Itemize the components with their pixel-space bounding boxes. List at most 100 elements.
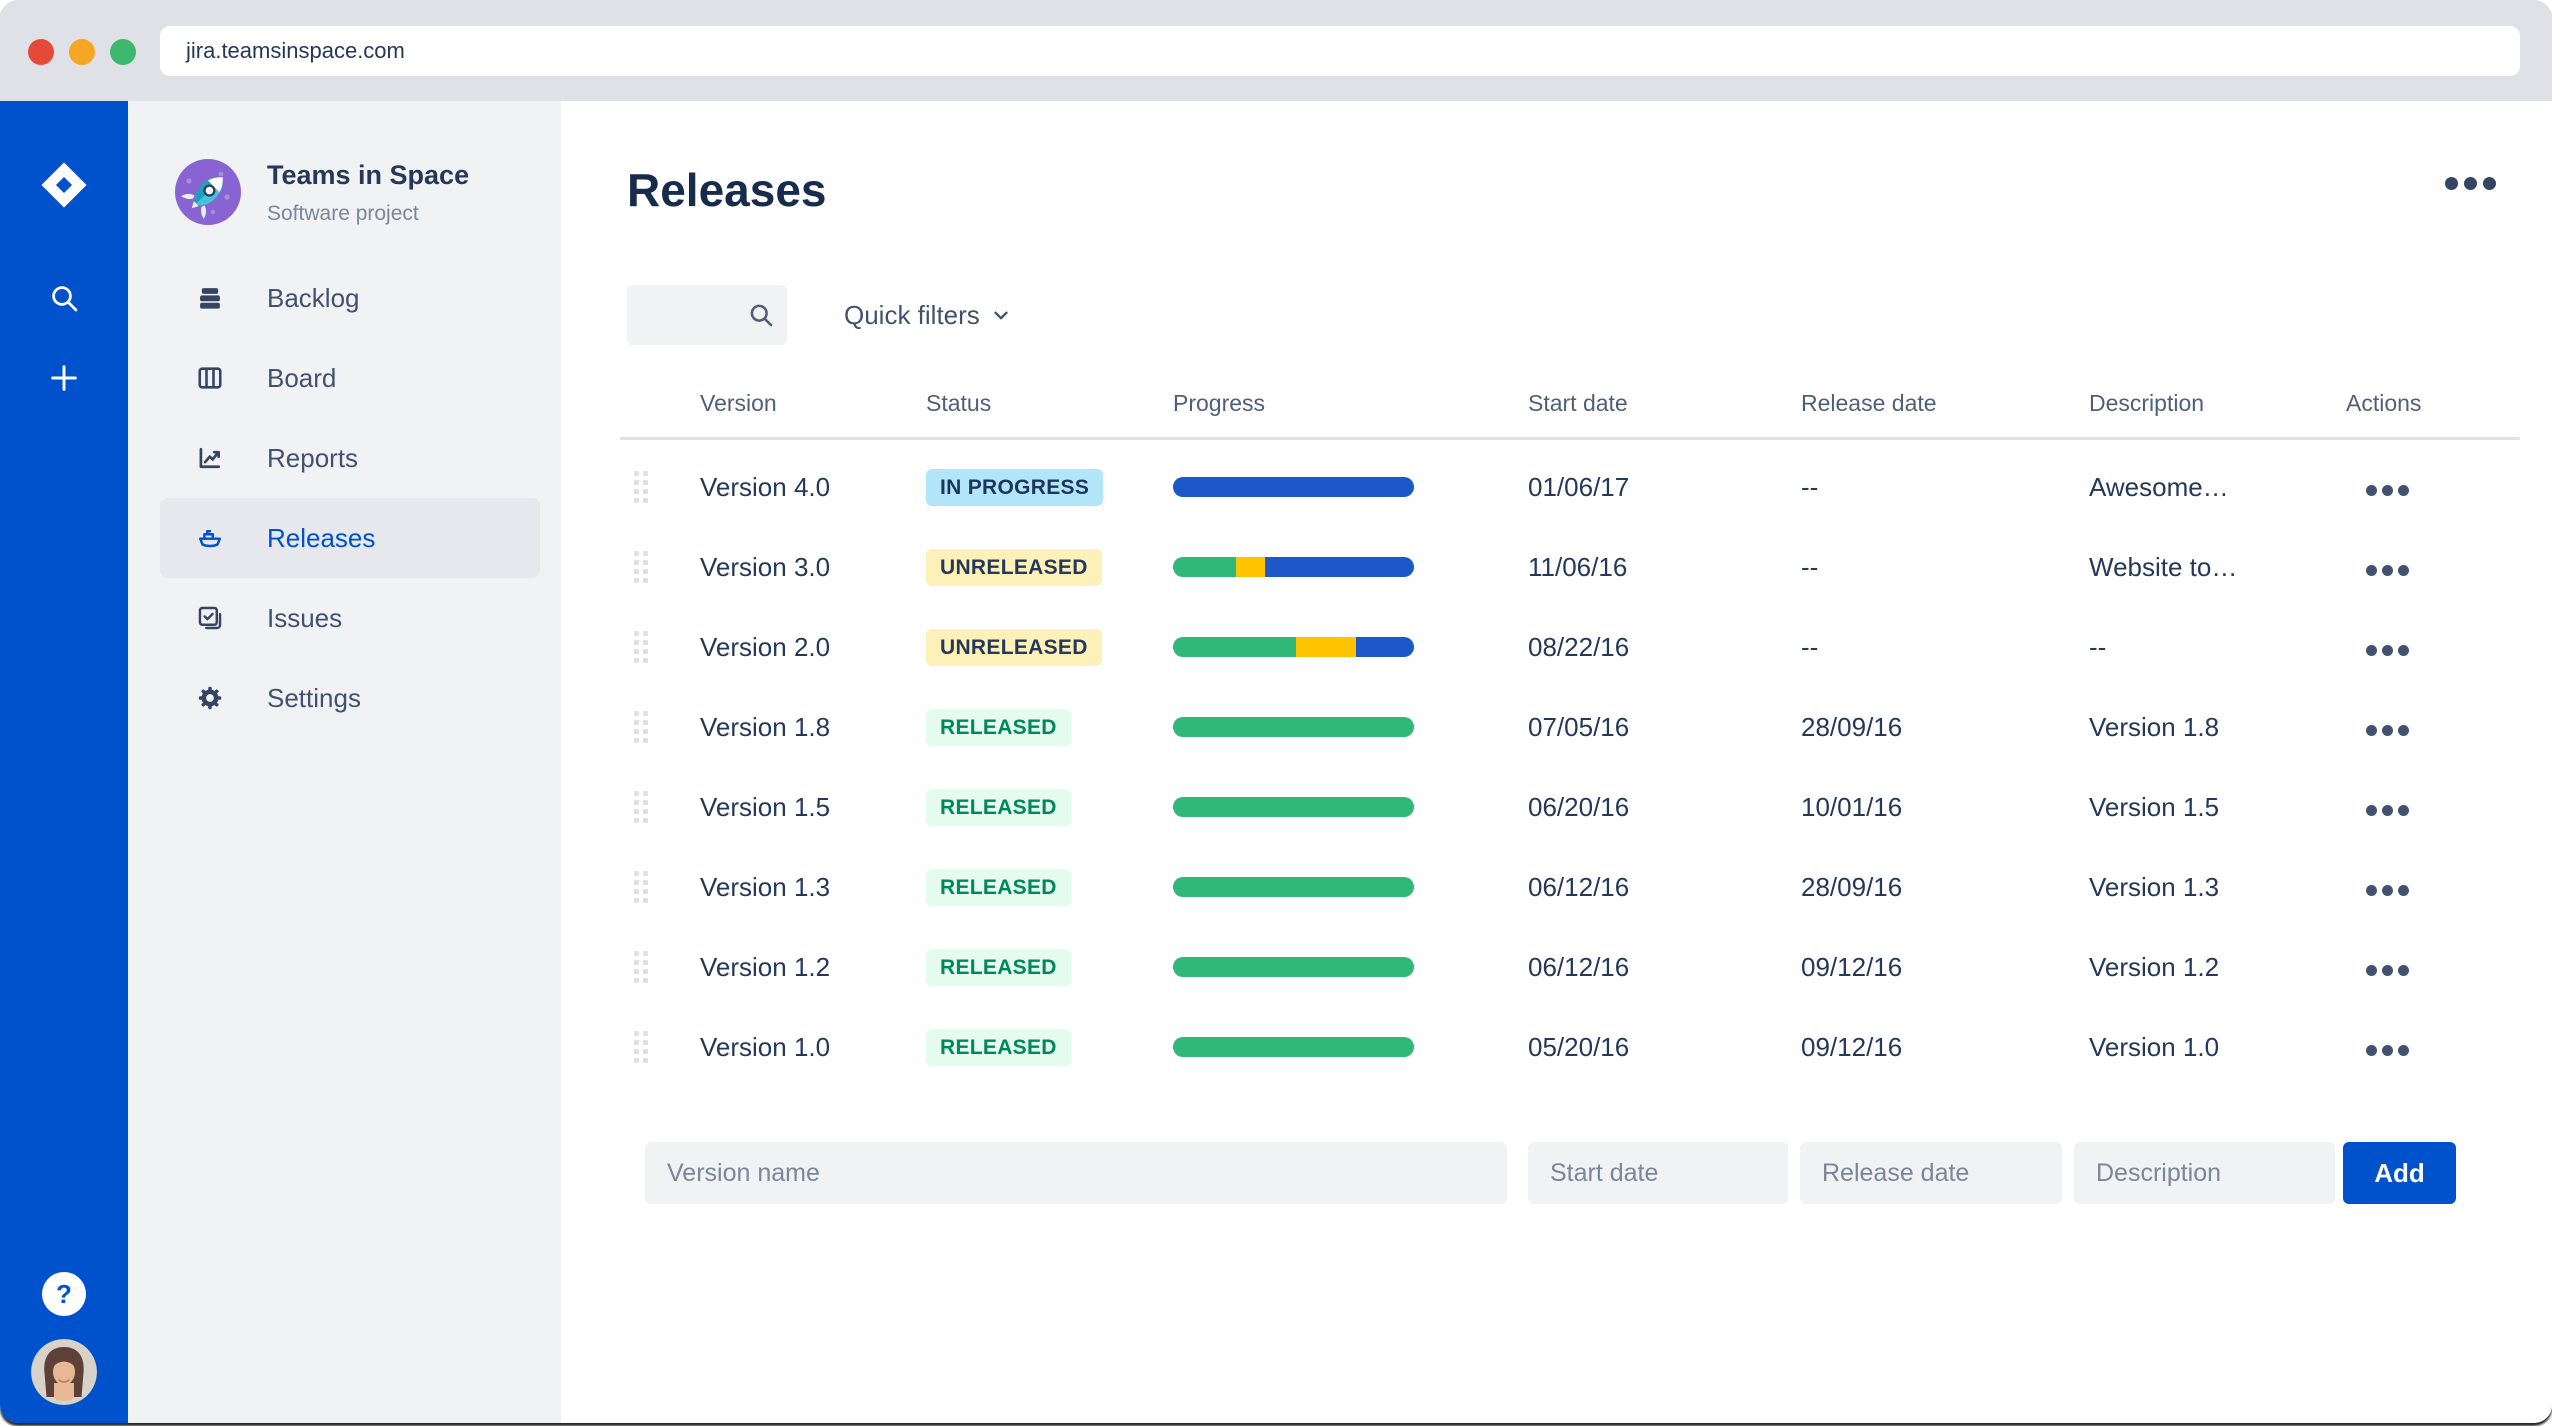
sidebar-item-label: Board bbox=[267, 362, 337, 393]
search-icon bbox=[747, 301, 775, 329]
drag-handle-icon[interactable] bbox=[634, 551, 648, 583]
progress-segment-yellow bbox=[1235, 557, 1265, 577]
version-name-input[interactable] bbox=[645, 1142, 1507, 1204]
row-actions-button[interactable] bbox=[2346, 564, 2409, 576]
release-date-cell: -- bbox=[1801, 551, 1819, 582]
minimize-button[interactable] bbox=[69, 39, 95, 65]
drag-handle-icon[interactable] bbox=[634, 951, 648, 983]
status-badge: UNRELEASED bbox=[926, 628, 1102, 666]
description-cell: Website to… bbox=[2089, 551, 2238, 582]
sidebar-item-label: Releases bbox=[267, 522, 376, 553]
column-header-description: Description bbox=[2089, 389, 2205, 416]
backlog-icon bbox=[196, 284, 224, 312]
progress-segment-green bbox=[1173, 717, 1414, 737]
chevron-down-icon bbox=[994, 311, 1008, 320]
table-row: Version 1.8 RELEASED 07/05/16 28/09/16 V… bbox=[634, 687, 2552, 767]
drag-handle-icon[interactable] bbox=[634, 791, 648, 823]
column-header-start-date: Start date bbox=[1528, 389, 1628, 416]
reports-icon bbox=[196, 444, 224, 472]
start-date-cell: 05/20/16 bbox=[1528, 1031, 1630, 1062]
progress-bar[interactable] bbox=[1173, 1037, 1414, 1057]
progress-bar[interactable] bbox=[1173, 717, 1414, 737]
drag-handle-icon[interactable] bbox=[634, 631, 648, 663]
version-link[interactable]: Version 2.0 bbox=[700, 631, 831, 662]
status-badge: RELEASED bbox=[926, 948, 1071, 986]
start-date-input[interactable] bbox=[1528, 1142, 1788, 1204]
description-cell: Version 1.0 bbox=[2089, 1031, 2220, 1062]
status-badge: IN PROGRESS bbox=[926, 468, 1104, 506]
progress-bar[interactable] bbox=[1173, 557, 1414, 577]
progress-segment-green bbox=[1173, 797, 1414, 817]
user-avatar[interactable] bbox=[31, 1339, 97, 1405]
row-actions-button[interactable] bbox=[2346, 724, 2409, 736]
drag-handle-icon[interactable] bbox=[634, 871, 648, 903]
quick-filters-dropdown[interactable]: Quick filters bbox=[844, 285, 1012, 345]
description-cell: Version 1.3 bbox=[2089, 871, 2220, 902]
version-link[interactable]: Version 1.0 bbox=[700, 1031, 831, 1062]
status-badge: RELEASED bbox=[926, 1028, 1071, 1066]
progress-bar[interactable] bbox=[1173, 877, 1414, 897]
release-search-input[interactable] bbox=[627, 285, 757, 347]
release-date-cell: -- bbox=[1801, 471, 1819, 502]
description-cell: -- bbox=[2089, 631, 2107, 662]
table-header-row: Version Status Progress Start date Release d… bbox=[634, 387, 2552, 419]
search-icon[interactable] bbox=[48, 282, 80, 314]
drag-handle-icon[interactable] bbox=[634, 711, 648, 743]
row-actions-button[interactable] bbox=[2346, 964, 2409, 976]
release-date-cell: 10/01/16 bbox=[1801, 791, 1903, 822]
sidebar-nav: Backlog Board Reports Releases Issues Setting… bbox=[160, 258, 540, 738]
close-button[interactable] bbox=[28, 39, 54, 65]
ship-icon bbox=[196, 524, 224, 552]
page-more-button[interactable] bbox=[2445, 177, 2496, 190]
row-actions-button[interactable] bbox=[2346, 484, 2409, 496]
version-link[interactable]: Version 1.3 bbox=[700, 871, 831, 902]
version-link[interactable]: Version 4.0 bbox=[700, 471, 831, 502]
drag-handle-icon[interactable] bbox=[634, 1031, 648, 1063]
sidebar-item-label: Backlog bbox=[267, 282, 360, 313]
progress-bar[interactable] bbox=[1173, 957, 1414, 977]
start-date-cell: 11/06/16 bbox=[1528, 551, 1628, 582]
add-button[interactable]: Add bbox=[2343, 1142, 2456, 1204]
sidebar-item-board[interactable]: Board bbox=[160, 338, 540, 418]
progress-segment-green bbox=[1173, 1037, 1414, 1057]
description-input[interactable] bbox=[2074, 1142, 2335, 1204]
version-link[interactable]: Version 1.2 bbox=[700, 951, 831, 982]
start-date-cell: 08/22/16 bbox=[1528, 631, 1630, 662]
jira-logo[interactable] bbox=[38, 159, 90, 211]
sidebar-item-issues[interactable]: Issues bbox=[160, 578, 540, 658]
browser-chrome: jira.teamsinspace.com bbox=[0, 0, 2552, 101]
add-icon[interactable] bbox=[48, 362, 80, 394]
sidebar-item-backlog[interactable]: Backlog bbox=[160, 258, 540, 338]
project-avatar[interactable] bbox=[175, 159, 241, 225]
progress-bar[interactable] bbox=[1173, 477, 1414, 497]
drag-handle-icon[interactable] bbox=[634, 471, 648, 503]
column-header-actions: Actions bbox=[2346, 389, 2422, 416]
row-actions-button[interactable] bbox=[2346, 644, 2409, 656]
version-link[interactable]: Version 1.8 bbox=[700, 711, 831, 742]
sidebar-item-settings[interactable]: Settings bbox=[160, 658, 540, 738]
project-name: Teams in Space bbox=[267, 160, 470, 190]
sidebar-item-releases[interactable]: Releases bbox=[160, 498, 540, 578]
help-button[interactable]: ? bbox=[42, 1272, 86, 1316]
board-icon bbox=[196, 364, 224, 392]
row-actions-button[interactable] bbox=[2346, 1044, 2409, 1056]
progress-bar[interactable] bbox=[1173, 797, 1414, 817]
description-cell: Version 1.2 bbox=[2089, 951, 2220, 982]
start-date-cell: 07/05/16 bbox=[1528, 711, 1630, 742]
release-date-cell: 09/12/16 bbox=[1801, 1031, 1903, 1062]
version-link[interactable]: Version 3.0 bbox=[700, 551, 831, 582]
row-actions-button[interactable] bbox=[2346, 884, 2409, 896]
sidebar-item-label: Settings bbox=[267, 682, 361, 713]
version-link[interactable]: Version 1.5 bbox=[700, 791, 831, 822]
status-badge: RELEASED bbox=[926, 868, 1071, 906]
fullscreen-button[interactable] bbox=[110, 39, 136, 65]
start-date-cell: 06/12/16 bbox=[1528, 871, 1630, 902]
progress-bar[interactable] bbox=[1173, 637, 1414, 657]
gear-icon bbox=[196, 684, 224, 712]
release-date-input[interactable] bbox=[1800, 1142, 2062, 1204]
description-cell: Version 1.5 bbox=[2089, 791, 2220, 822]
address-bar[interactable]: jira.teamsinspace.com bbox=[160, 26, 2520, 76]
sidebar-item-reports[interactable]: Reports bbox=[160, 418, 540, 498]
table-row: Version 3.0 UNRELEASED 11/06/16 -- Websi… bbox=[634, 527, 2552, 607]
row-actions-button[interactable] bbox=[2346, 804, 2409, 816]
